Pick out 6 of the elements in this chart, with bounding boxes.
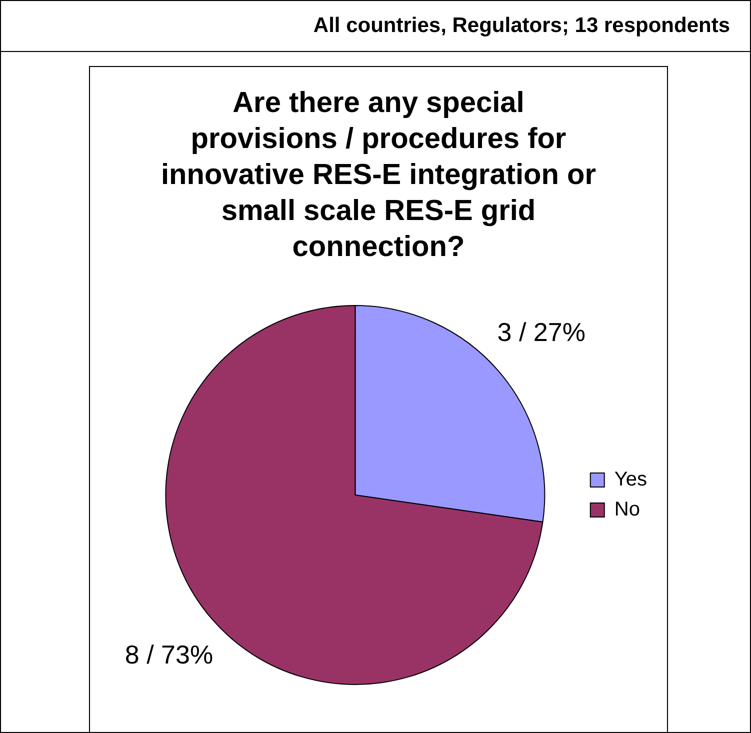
data-label: 3 / 27%: [497, 316, 586, 347]
chart-title: All countries, Regulators; 13 respondents: [1, 1, 750, 52]
chart-subtitle: Are there any special provisions / procedures for innovative RES-E integration or small scale RES-E grid connection?: [160, 86, 598, 265]
legend-label: Yes: [614, 468, 648, 491]
legend-label: No: [614, 498, 640, 521]
data-label: 8 / 73%: [124, 639, 214, 670]
